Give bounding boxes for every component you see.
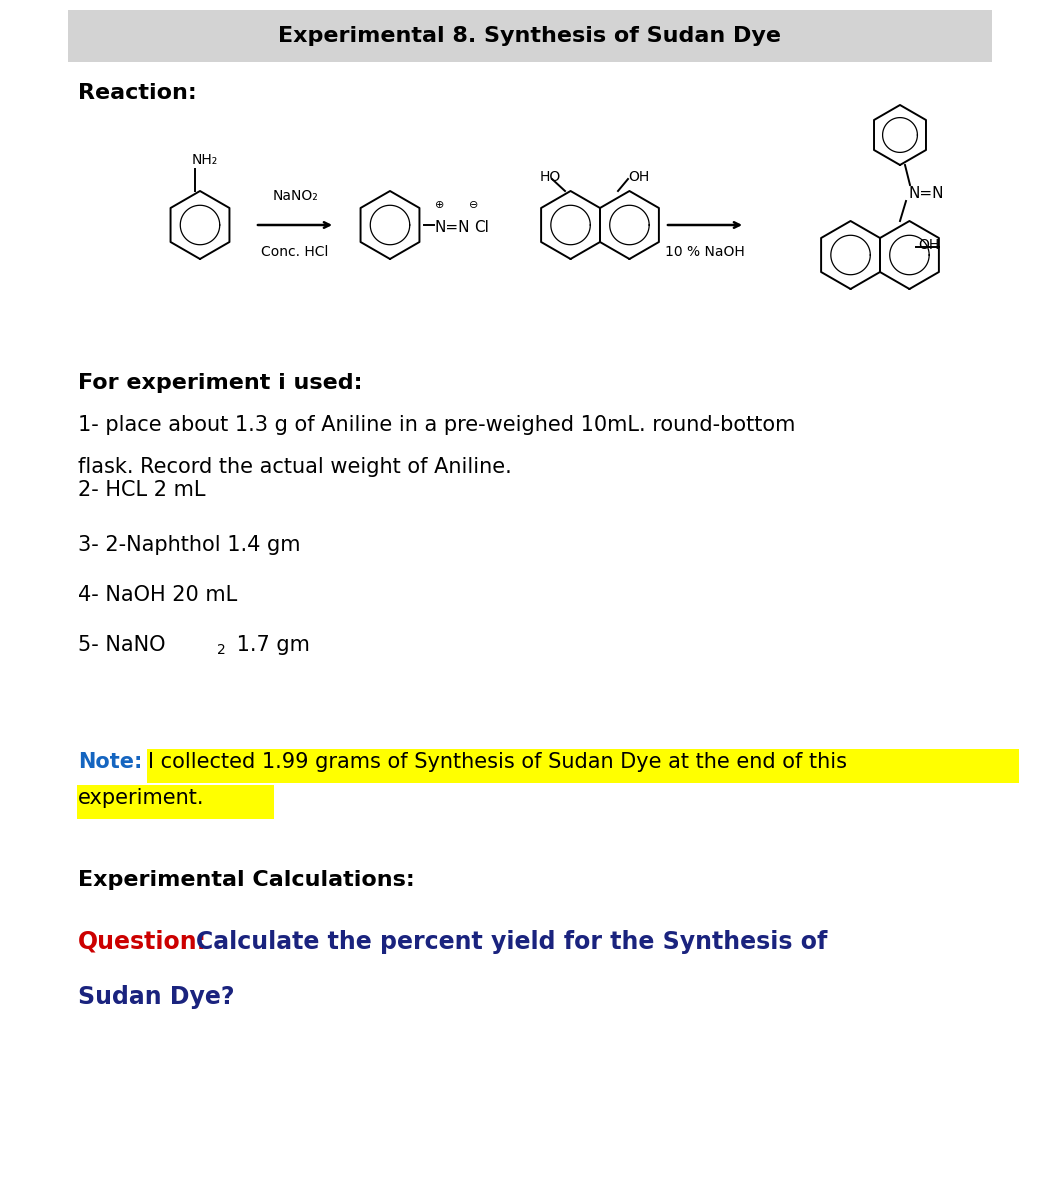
Text: ⊖: ⊖ — [469, 200, 479, 210]
Text: ⊕: ⊕ — [435, 200, 445, 210]
Text: 2: 2 — [218, 643, 226, 658]
FancyBboxPatch shape — [77, 785, 274, 818]
Text: 5- NaNO: 5- NaNO — [79, 635, 166, 655]
FancyBboxPatch shape — [147, 749, 1019, 782]
Text: Experimental 8. Synthesis of Sudan Dye: Experimental 8. Synthesis of Sudan Dye — [278, 26, 782, 46]
Text: HO: HO — [540, 170, 561, 184]
Text: experiment.: experiment. — [79, 788, 205, 808]
Text: NaNO₂: NaNO₂ — [272, 188, 318, 203]
Text: OH: OH — [918, 238, 939, 252]
Text: Question:: Question: — [79, 930, 207, 954]
Text: N=N: N=N — [908, 186, 943, 200]
Text: OH: OH — [628, 170, 649, 184]
Text: Calculate the percent yield for the Synthesis of: Calculate the percent yield for the Synt… — [196, 930, 828, 954]
Text: 2- HCL 2 mL: 2- HCL 2 mL — [79, 480, 206, 500]
Text: Note:: Note: — [79, 752, 142, 772]
Text: Sudan Dye?: Sudan Dye? — [79, 985, 234, 1009]
Text: N=N: N=N — [435, 220, 470, 234]
Text: 1.7 gm: 1.7 gm — [230, 635, 310, 655]
Text: 10 % NaOH: 10 % NaOH — [665, 245, 745, 259]
Text: Experimental Calculations:: Experimental Calculations: — [79, 870, 415, 890]
Text: flask. Record the actual weight of Aniline.: flask. Record the actual weight of Anili… — [79, 457, 511, 476]
Text: Reaction:: Reaction: — [79, 83, 196, 103]
Text: For experiment i used:: For experiment i used: — [79, 373, 363, 392]
Text: Conc. HCl: Conc. HCl — [261, 245, 329, 259]
Text: NH₂: NH₂ — [192, 152, 219, 167]
Text: 1- place about 1.3 g of Aniline in a pre-weighed 10mL. round-bottom: 1- place about 1.3 g of Aniline in a pre… — [79, 415, 796, 434]
Text: I collected 1.99 grams of Synthesis of Sudan Dye at the end of this: I collected 1.99 grams of Synthesis of S… — [147, 752, 847, 772]
Text: Cl: Cl — [474, 220, 489, 234]
Text: 4- NaOH 20 mL: 4- NaOH 20 mL — [79, 584, 238, 605]
FancyBboxPatch shape — [68, 10, 992, 62]
Text: 3- 2-Naphthol 1.4 gm: 3- 2-Naphthol 1.4 gm — [79, 535, 300, 554]
